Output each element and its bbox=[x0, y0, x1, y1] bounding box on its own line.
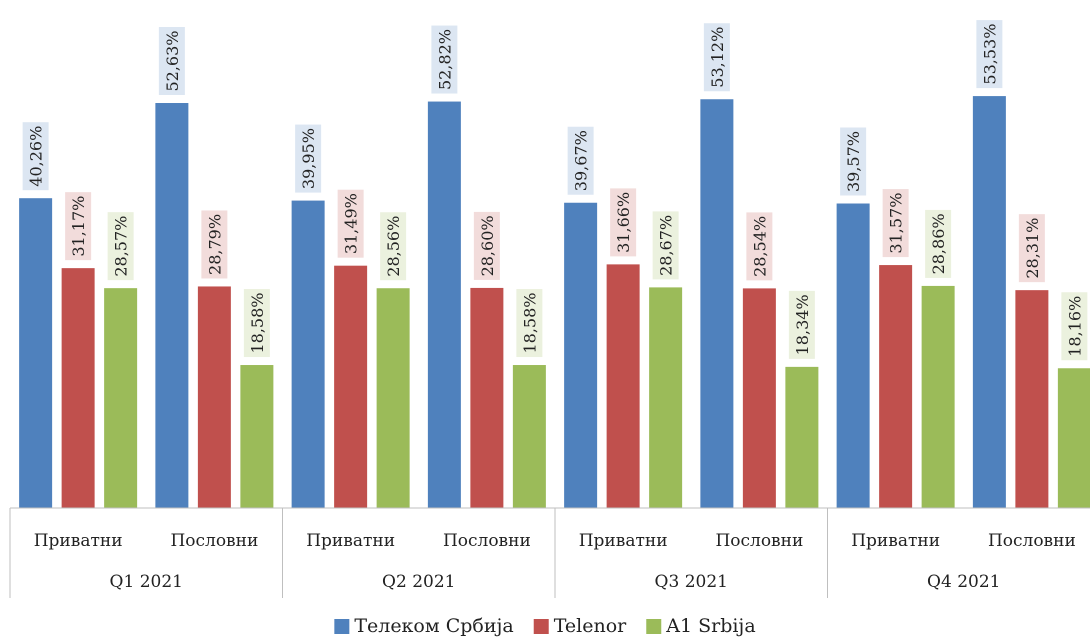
data-label-bg bbox=[431, 25, 458, 94]
legend-label-telenor: Telenor bbox=[554, 615, 627, 637]
bar-series-7 bbox=[972, 96, 1006, 509]
bar-a1-srbija-0 bbox=[104, 288, 138, 508]
subcategory-label: Приватни bbox=[306, 531, 395, 551]
data-label-a1-srbija-4: 28,67% bbox=[657, 215, 676, 276]
bar-series-5 bbox=[700, 99, 734, 508]
bars-layer bbox=[19, 96, 1090, 509]
data-label-a1-srbija-7: 18,16% bbox=[1065, 296, 1084, 357]
subcategory-label: Пословни bbox=[715, 531, 803, 551]
subcategory-label: Приватни bbox=[579, 531, 668, 551]
data-label-series-1: 52,63% bbox=[163, 31, 182, 92]
subcategory-label: Приватни bbox=[34, 531, 123, 551]
data-label-bg bbox=[243, 289, 270, 358]
data-label-series-6: 39,57% bbox=[844, 131, 863, 192]
data-label-bg bbox=[516, 289, 543, 358]
subcategory-label: Пословни bbox=[443, 531, 531, 551]
legend-swatch-series bbox=[334, 619, 350, 634]
data-label-series-3: 52,82% bbox=[435, 29, 454, 90]
data-label-telenor-6: 31,57% bbox=[887, 193, 906, 254]
data-label-bg bbox=[788, 290, 815, 359]
group-label: Q3 2021 bbox=[655, 572, 728, 592]
category-axis: Приватни Пословни Приватни Пословни Приватни… bbox=[9, 507, 1090, 598]
data-label-bg bbox=[22, 122, 49, 191]
data-label-series-2: 39,95% bbox=[299, 128, 318, 189]
bar-telenor-2 bbox=[334, 265, 368, 508]
data-label-telenor-2: 31,49% bbox=[342, 193, 361, 254]
data-label-a1-srbija-6: 28,86% bbox=[929, 213, 948, 274]
data-label-telenor-0: 31,17% bbox=[69, 196, 88, 257]
data-label-a1-srbija-2: 28,56% bbox=[384, 216, 403, 277]
data-label-bg bbox=[703, 23, 730, 92]
bar-telenor-4 bbox=[606, 264, 640, 508]
data-label-bg bbox=[295, 124, 322, 193]
subcategory-label: Пословни bbox=[170, 531, 258, 551]
data-label-a1-srbija-3: 18,58% bbox=[520, 293, 539, 354]
data-label-bg bbox=[65, 192, 92, 261]
data-label-bg bbox=[158, 27, 185, 96]
bar-series-6 bbox=[836, 203, 870, 508]
bar-a1-srbija-5 bbox=[785, 366, 819, 508]
data-label-bg bbox=[882, 189, 909, 258]
group-label: Q2 2021 bbox=[382, 572, 455, 592]
group-label: Q1 2021 bbox=[110, 572, 183, 592]
data-label-bg bbox=[1061, 292, 1088, 361]
bar-telenor-5 bbox=[742, 288, 776, 508]
data-label-a1-srbija-0: 28,57% bbox=[112, 216, 131, 277]
data-label-telenor-4: 31,66% bbox=[614, 192, 633, 253]
subcategory-label: Приватни bbox=[851, 531, 940, 551]
data-label-telenor-3: 28,60% bbox=[478, 215, 497, 276]
data-label-series-4: 39,67% bbox=[572, 130, 591, 191]
legend-swatch-a1-srbija bbox=[646, 619, 662, 634]
bar-a1-srbija-3 bbox=[512, 365, 546, 508]
data-label-bg bbox=[201, 210, 228, 279]
data-label-bg bbox=[567, 126, 594, 195]
bar-series-4 bbox=[564, 202, 598, 508]
bar-a1-srbija-1 bbox=[240, 365, 274, 508]
data-label-bg bbox=[652, 211, 679, 280]
data-label-bg bbox=[925, 209, 952, 278]
bar-series-0 bbox=[19, 198, 53, 509]
data-label-telenor-1: 28,79% bbox=[205, 214, 224, 275]
legend: Телеком Србија Telenor A1 Srbija bbox=[334, 615, 756, 637]
data-label-a1-srbija-1: 18,58% bbox=[248, 293, 267, 354]
data-label-series-0: 40,26% bbox=[27, 126, 46, 187]
bar-telenor-0 bbox=[61, 268, 95, 508]
bar-series-1 bbox=[155, 103, 189, 509]
group-label: Q4 2021 bbox=[927, 572, 1000, 592]
data-label-telenor-7: 28,31% bbox=[1023, 218, 1042, 279]
bar-telenor-6 bbox=[879, 265, 913, 508]
legend-label-series: Телеком Србија bbox=[354, 615, 513, 637]
data-label-bg bbox=[840, 127, 867, 196]
data-labels-layer: 40,26% 31,17% 28,57% 52,63% 28,79% 18,58% 39,9… bbox=[22, 20, 1088, 361]
bar-telenor-7 bbox=[1015, 290, 1049, 508]
data-label-bg bbox=[107, 212, 134, 281]
bar-telenor-3 bbox=[470, 287, 504, 508]
data-label-bg bbox=[1018, 214, 1045, 283]
bar-series-2 bbox=[291, 200, 325, 508]
data-label-bg bbox=[976, 20, 1003, 89]
bar-a1-srbija-4 bbox=[649, 287, 683, 508]
bar-a1-srbija-6 bbox=[921, 285, 955, 508]
data-label-bg bbox=[746, 212, 773, 281]
bar-a1-srbija-2 bbox=[376, 288, 410, 508]
data-label-telenor-5: 28,54% bbox=[750, 216, 769, 277]
data-label-bg bbox=[610, 188, 637, 257]
bar-series-3 bbox=[427, 101, 461, 508]
data-label-a1-srbija-5: 18,34% bbox=[793, 294, 812, 355]
subcategory-label: Пословни bbox=[988, 531, 1076, 551]
data-label-bg bbox=[337, 189, 364, 258]
legend-swatch-telenor bbox=[533, 619, 549, 634]
bar-telenor-1 bbox=[197, 286, 231, 508]
data-label-bg bbox=[473, 211, 500, 280]
data-label-series-7: 53,53% bbox=[980, 24, 999, 85]
bar-a1-srbija-7 bbox=[1057, 368, 1090, 508]
data-label-bg bbox=[380, 212, 407, 281]
data-label-series-5: 53,12% bbox=[708, 27, 727, 88]
legend-label-a1-srbija: A1 Srbija bbox=[665, 615, 755, 637]
